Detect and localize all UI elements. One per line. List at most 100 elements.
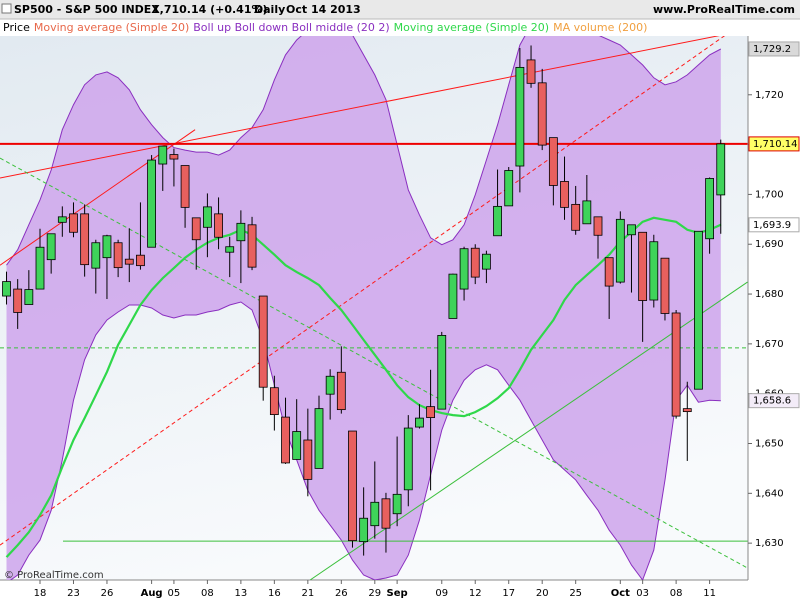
x-tick-label: 12 bbox=[469, 588, 482, 599]
price-tag-label: 1,710.14 bbox=[753, 139, 798, 150]
candle-body bbox=[660, 257, 670, 314]
price-tag-box bbox=[748, 136, 800, 152]
x-tick-label: 03 bbox=[636, 588, 649, 599]
candle-body bbox=[147, 159, 157, 248]
legend-entry: Moving average (Simple 20) bbox=[394, 21, 549, 34]
copyright: © ProRealTime.com bbox=[4, 570, 104, 581]
x-tick-label: 20 bbox=[536, 588, 549, 599]
trend-line bbox=[0, 36, 720, 179]
chart-title: SP500 - S&P 500 INDEX bbox=[14, 3, 160, 16]
plot bbox=[0, 36, 748, 580]
x-tick-label: 08 bbox=[670, 588, 683, 599]
bollinger-upper bbox=[6, 36, 722, 266]
candle-body bbox=[169, 154, 179, 160]
candle-body bbox=[426, 406, 436, 418]
source: www.ProRealTime.com bbox=[653, 3, 795, 16]
candle-body bbox=[292, 431, 302, 460]
candle-body bbox=[69, 213, 78, 233]
x-tick-label: 16 bbox=[268, 588, 281, 599]
x-tick-label: 13 bbox=[235, 588, 248, 599]
candle-body bbox=[180, 165, 190, 208]
bollinger-lower bbox=[9, 301, 721, 580]
x-tick-label: Sep bbox=[387, 588, 408, 599]
candle-body bbox=[214, 213, 223, 238]
candle-body bbox=[560, 181, 569, 208]
candle-body bbox=[627, 224, 636, 236]
y-tick-label: 1,640 bbox=[755, 488, 784, 499]
candle-body bbox=[537, 82, 547, 146]
candle-body bbox=[35, 246, 45, 290]
candle-body bbox=[359, 517, 369, 543]
candle-body bbox=[493, 205, 502, 237]
y-tick-label: 1,650 bbox=[755, 439, 784, 450]
candle-body bbox=[24, 289, 34, 305]
x-tick-label: 23 bbox=[67, 588, 80, 599]
price-tag-label: 1,693.9 bbox=[753, 220, 791, 231]
candle-body bbox=[136, 254, 145, 267]
x-tick-label: Aug bbox=[141, 588, 163, 599]
candle-body bbox=[593, 216, 603, 236]
period: Daily bbox=[254, 3, 285, 16]
candle-body bbox=[158, 145, 168, 165]
x-tick-label: 26 bbox=[335, 588, 348, 599]
legend-entry: Price bbox=[3, 21, 30, 34]
candle-body bbox=[113, 242, 123, 269]
x-tick-label: 05 bbox=[168, 588, 181, 599]
candle-body bbox=[258, 295, 268, 388]
x-tick-label: 11 bbox=[703, 588, 716, 599]
candle-body bbox=[325, 375, 335, 395]
x-tick-label: 26 bbox=[101, 588, 114, 599]
legend-entry: MA volume (200) bbox=[553, 21, 647, 34]
candle-body bbox=[638, 231, 648, 301]
y-tick-label: 1,690 bbox=[755, 239, 784, 250]
x-tick-label: 21 bbox=[301, 588, 314, 599]
candle-body bbox=[515, 66, 525, 167]
candle-body bbox=[671, 312, 681, 417]
candle-body bbox=[682, 408, 692, 413]
price-tag-box bbox=[748, 217, 800, 233]
candle-body bbox=[481, 253, 491, 270]
candle-body bbox=[381, 498, 391, 529]
candle-body bbox=[46, 233, 56, 261]
date: Oct 14 2013 bbox=[286, 3, 361, 16]
candle-body bbox=[269, 387, 279, 416]
candle-body bbox=[615, 218, 625, 283]
candle-body bbox=[124, 258, 134, 265]
candle-body bbox=[403, 427, 413, 491]
candle-body bbox=[504, 170, 514, 207]
candle-body bbox=[303, 439, 313, 480]
candle-body bbox=[448, 273, 458, 319]
candle-body bbox=[336, 371, 346, 411]
candle-body bbox=[705, 178, 714, 240]
candle-body bbox=[604, 257, 614, 287]
candle-body bbox=[191, 217, 201, 241]
candle-body bbox=[649, 241, 659, 301]
candle-body bbox=[102, 235, 112, 259]
candle-body bbox=[370, 501, 380, 527]
candle-body bbox=[13, 288, 23, 313]
candle-body bbox=[582, 200, 592, 225]
y-tick-label: 1,700 bbox=[755, 189, 784, 200]
x-tick-label: 17 bbox=[502, 588, 515, 599]
candle-body bbox=[571, 203, 581, 231]
candle-body bbox=[548, 137, 558, 186]
candle-body bbox=[236, 222, 246, 242]
candle-body bbox=[225, 246, 235, 253]
candle-body bbox=[470, 247, 480, 278]
x-tick-label: Oct bbox=[611, 588, 630, 599]
x-tick-label: 09 bbox=[435, 588, 448, 599]
candle-body bbox=[202, 206, 212, 228]
x-tick-label: 18 bbox=[34, 588, 47, 599]
x-tick-label: 25 bbox=[569, 588, 582, 599]
candle-body bbox=[459, 248, 469, 290]
header-bar bbox=[0, 0, 800, 19]
candle-body bbox=[281, 416, 290, 464]
trend-line bbox=[0, 36, 726, 546]
price-tag-box bbox=[748, 41, 800, 57]
header-icon bbox=[1, 3, 12, 14]
candle-body bbox=[694, 230, 703, 390]
candle-body bbox=[348, 430, 357, 542]
candle-body bbox=[247, 224, 257, 268]
